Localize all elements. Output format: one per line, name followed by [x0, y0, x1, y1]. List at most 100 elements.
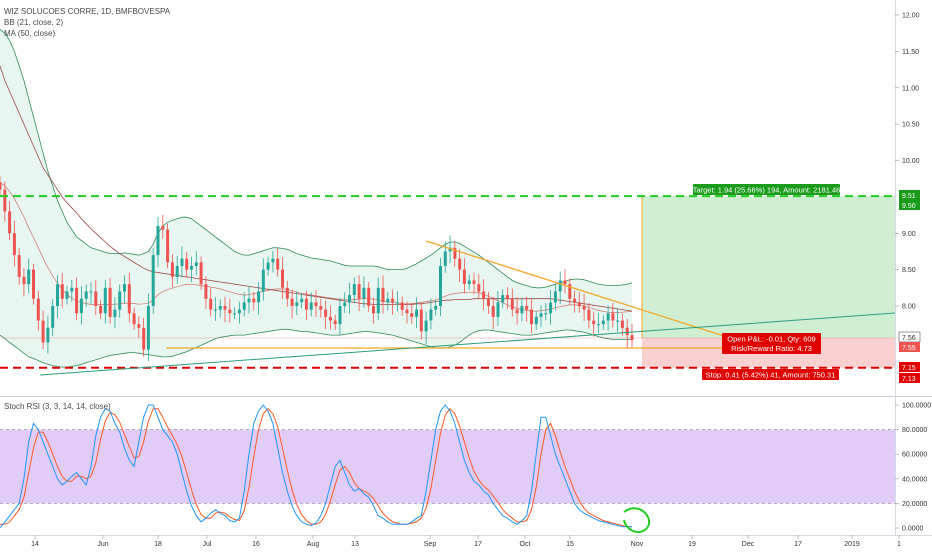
stoch-rsi-pane[interactable]: [0, 404, 895, 533]
time-tick-label: Jun: [97, 541, 108, 548]
candle-body: [477, 284, 481, 292]
candle-body: [515, 309, 519, 314]
candle-body: [462, 269, 466, 285]
candle-body: [467, 280, 471, 285]
candle-body: [352, 284, 356, 296]
stop-label-box: [702, 369, 839, 380]
candle-body: [180, 258, 184, 266]
price-tag-stop-b-text: 7.13: [902, 376, 916, 383]
candle-body: [453, 247, 457, 259]
candle-body: [419, 309, 423, 332]
price-axis[interactable]: 12.00 11.50 11.00 10.50 10.00 9.00 8.50 8.00: [895, 13, 920, 311]
candle-body: [51, 306, 55, 328]
candle-body: [630, 335, 634, 339]
time-tick-label: 18: [154, 541, 162, 548]
candle-body: [218, 306, 222, 310]
target-zone[interactable]: [642, 196, 895, 338]
candle-body: [338, 306, 342, 325]
candle-body: [597, 324, 600, 326]
time-tick-label: Sep: [424, 541, 437, 548]
ma-legend: MA (50, close): [4, 29, 55, 38]
time-axis[interactable]: 14 Jun 18 Jul 16 Aug 13 Sep 17 Oct 15 Nov 19 Dec 17 201…: [31, 535, 901, 548]
stoch-axis[interactable]: 100.0000 80.0000 60.0000 40.0000 20.0000 0.00…: [895, 403, 931, 533]
candle-body: [309, 302, 313, 310]
candle-body: [587, 309, 591, 321]
stop-label[interactable]: Stop: 0.41 (5.42%) 41, Amount: 750.31: [702, 369, 839, 380]
candle-body: [573, 298, 577, 303]
time-tick-label: Aug: [307, 541, 320, 548]
candle-body: [415, 309, 419, 317]
candle-body: [530, 309, 533, 325]
candle-body: [228, 309, 232, 314]
price-tag-target-b: [899, 200, 920, 210]
candle-body: [434, 306, 438, 310]
price-tag-stop-b: [899, 373, 920, 383]
candle-body: [84, 291, 88, 299]
candle-body: [65, 291, 69, 299]
candle-body: [319, 306, 323, 310]
target-label[interactable]: Target: 1.94 (25.66%) 194, Amount: 2181.…: [693, 184, 841, 195]
candle-body: [592, 320, 596, 325]
candle-body: [281, 269, 284, 288]
price-tag-stop-a: [899, 362, 920, 372]
candle-body: [606, 313, 610, 321]
candle-body: [510, 298, 514, 310]
highlight-circle: [623, 507, 651, 533]
candle-body: [214, 309, 217, 311]
candle-body: [285, 287, 289, 299]
candle-body: [17, 255, 21, 277]
candle-body: [22, 276, 26, 285]
price-tick-label: 10.50: [902, 122, 920, 129]
candle-body: [156, 226, 160, 256]
candle-body: [79, 298, 83, 314]
candle-body: [372, 306, 375, 314]
candle-body: [376, 287, 380, 314]
candle-body: [276, 258, 280, 270]
candle-body: [266, 262, 270, 270]
candle-body: [357, 284, 361, 299]
candle-body: [185, 258, 189, 270]
candle-body: [405, 309, 409, 314]
candle-body: [348, 295, 351, 303]
price-tag-stop-a-text: 7.15: [902, 365, 916, 372]
price-tick-label: 8.50: [902, 267, 916, 274]
candle-body: [333, 320, 337, 325]
candle-body: [395, 302, 399, 304]
stoch-legend: Stoch RSI (3, 3, 14, 14, close): [4, 402, 111, 411]
candle-body: [314, 302, 318, 306]
bb-legend: BB (21, close, 2): [4, 18, 63, 27]
candle-body: [429, 309, 433, 321]
candle-body: [496, 302, 500, 317]
candle-body: [170, 262, 174, 277]
candle-body: [328, 316, 332, 321]
descending-trendline[interactable]: [425, 240, 725, 337]
time-tick-label: Dec: [742, 541, 755, 548]
candle-body: [56, 284, 59, 306]
candle-body: [118, 291, 122, 310]
candle-body: [252, 298, 256, 303]
pnl-label[interactable]: Open P&L: -0.01, Qty: 609 Risk/Reward Ra…: [722, 333, 821, 354]
candle-body: [175, 266, 179, 277]
candle-body: [60, 284, 64, 299]
candle-body: [127, 284, 131, 314]
candle-body: [146, 306, 150, 350]
ascending-trendline[interactable]: [39, 312, 895, 376]
stoch-tick-label: 20.0000: [902, 501, 927, 508]
stoch-band-fill: [0, 429, 895, 504]
candle-body: [367, 287, 371, 306]
candle-body: [324, 309, 328, 317]
candle-body: [41, 320, 45, 343]
candle-body: [563, 280, 567, 285]
price-tag-target-a-text: 9.51: [902, 193, 916, 200]
stoch-k-line: [0, 404, 632, 529]
stoch-tick-label: 0.0000: [902, 526, 924, 533]
price-tick-label: 9.00: [902, 231, 916, 238]
candle-body: [386, 298, 390, 303]
time-tick-label: 16: [252, 541, 260, 548]
candle-body: [113, 309, 117, 317]
time-tick-label: 15: [566, 541, 574, 548]
candle-body: [439, 266, 442, 306]
candle-body: [46, 327, 50, 343]
candle-body: [491, 306, 495, 317]
